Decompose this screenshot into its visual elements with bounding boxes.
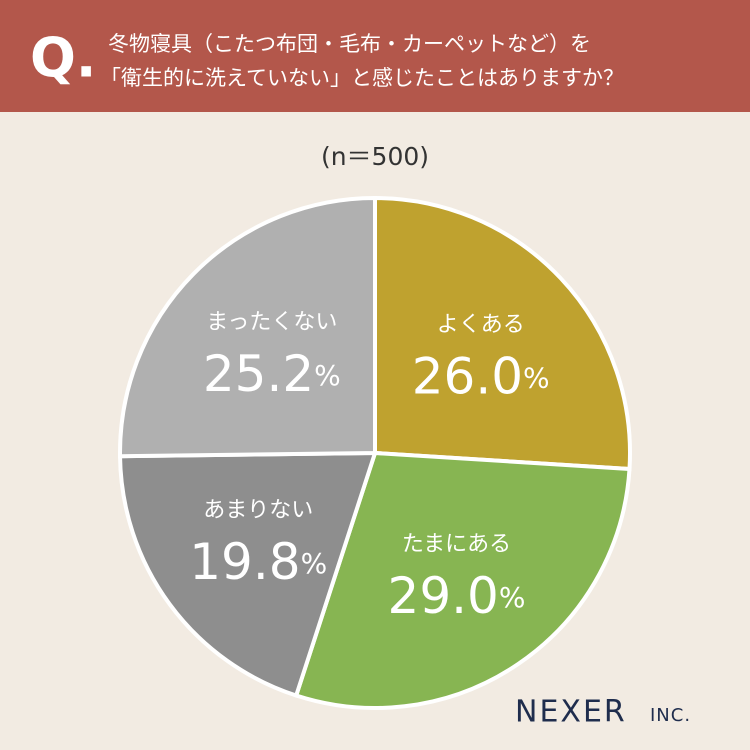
slice-category: よくある bbox=[437, 313, 525, 338]
pie-slice bbox=[373, 195, 632, 472]
pie-slice bbox=[293, 450, 632, 710]
subtitle: (n＝500) bbox=[321, 142, 429, 171]
pie: よくある 26.0% たまにある 29.0% あまりない 19.8% まったくない 25.2% bbox=[117, 195, 632, 710]
pie-slice bbox=[118, 195, 377, 459]
logo-name: NEXER bbox=[515, 695, 627, 730]
slice-value-label: 19.8% bbox=[189, 532, 327, 590]
slice-category: あまりない bbox=[203, 498, 313, 523]
slice-value-label: 25.2% bbox=[203, 345, 341, 403]
slice-category: まったくない bbox=[206, 310, 337, 335]
slice-category: たまにある bbox=[402, 532, 511, 557]
pie-slice bbox=[117, 450, 378, 699]
slice-value-label: 29.0% bbox=[388, 566, 526, 624]
badge: Q. bbox=[30, 27, 96, 90]
slice-value-label: 26.0% bbox=[412, 347, 550, 405]
title-line: 冬物寝具（こたつ布団・毛布・カーペットなど）を bbox=[108, 32, 591, 56]
title-line: 「衛生的に洗えていない」と感じたことはありますか？ bbox=[100, 66, 624, 90]
header-band bbox=[0, 0, 750, 112]
logo-suffix: INC. bbox=[650, 705, 691, 726]
